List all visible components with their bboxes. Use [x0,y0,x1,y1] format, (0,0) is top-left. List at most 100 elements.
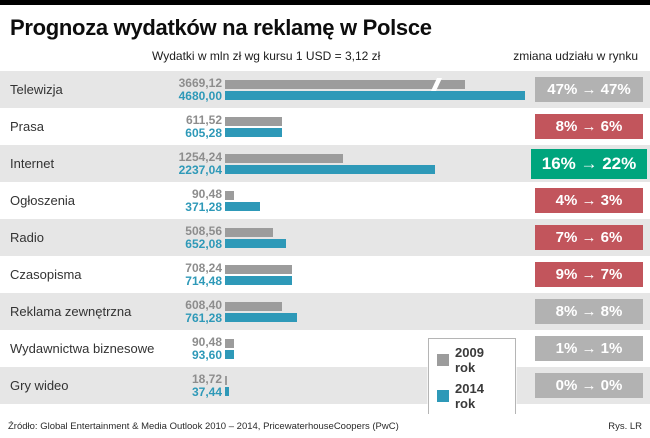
value-2009: 508,56 [185,223,222,238]
value-column: 1254,24 2237,04 [162,149,222,177]
category-label: Ogłoszenia [10,193,76,208]
share-change-badge: 0% → 0% [535,373,643,398]
share-change-badge: 7% → 6% [535,225,643,250]
share-column-header: zmiana udziału w rynku [513,49,638,63]
bar-group [222,115,528,139]
value-2014: 4680,00 [178,88,222,103]
legend-label-2014: 2014 rok [455,381,484,411]
bar-group [222,374,528,398]
value-column: 18,72 37,44 [162,371,222,399]
subtitle-row: Wydatki w mln zł wg kursu 1 USD = 3,12 z… [152,49,638,63]
value-column: 708,24 714,48 [162,260,222,288]
badge-column: 8% → 6% [528,114,650,139]
bar-2014 [225,349,234,359]
share-change-badge: 16% → 22% [531,148,647,179]
chart-row: Czasopisma 708,24 714,48 9% → 7% [0,256,650,293]
value-2014: 605,28 [185,125,222,140]
chart-row: Reklama zewnętrzna 608,40 761,28 8% → 8% [0,293,650,330]
badge-column: 4% → 3% [528,188,650,213]
bar-2009 [225,264,292,274]
footer: Źródło: Global Entertainment & Media Out… [0,414,650,438]
legend-item-2009: 2009 rok [437,345,507,375]
value-2009: 1254,24 [178,149,222,164]
legend-swatch-2009 [437,354,449,366]
category-label: Telewizja [10,82,63,97]
axis-break-mark [430,77,443,91]
page-title: Prognoza wydatków na reklamę w Polsce [10,15,432,40]
bar-2014 [225,201,260,211]
bar-group [222,152,528,176]
share-change-badge: 8% → 6% [535,114,643,139]
chart-row: Ogłoszenia 90,48 371,28 4% → 3% [0,182,650,219]
share-change-badge: 47% → 47% [535,77,643,102]
value-column: 611,52 605,28 [162,112,222,140]
badge-column: 9% → 7% [528,262,650,287]
legend: 2009 rok 2014 rok [428,338,516,418]
badge-column: 1% → 1% [528,336,650,361]
value-2014: 371,28 [185,199,222,214]
chart-row: Telewizja 3669,12 4680,00 47% → 47% [0,71,650,108]
share-change-badge: 1% → 1% [535,336,643,361]
value-2014: 2237,04 [178,162,222,177]
value-2014: 652,08 [185,236,222,251]
currency-note: Wydatki w mln zł wg kursu 1 USD = 3,12 z… [152,49,381,63]
value-column: 608,40 761,28 [162,297,222,325]
value-column: 90,48 93,60 [162,334,222,362]
value-2009: 18,72 [191,371,222,386]
legend-swatch-2014 [437,390,449,402]
bar-2014 [225,275,293,285]
badge-column: 47% → 47% [528,77,650,102]
value-2009: 3669,12 [178,75,222,90]
bar-2014 [225,164,436,174]
credit-note: Rys. LR [608,420,642,432]
value-2009: 90,48 [191,334,222,349]
bar-2014 [225,90,525,100]
value-2009: 611,52 [185,112,222,127]
share-change-badge: 4% → 3% [535,188,643,213]
bar-2009 [225,116,283,126]
bar-group [222,300,528,324]
bar-2009 [225,375,227,385]
bar-group [222,337,528,361]
value-2009: 708,24 [185,260,222,275]
badge-column: 8% → 8% [528,299,650,324]
chart-row: Prasa 611,52 605,28 8% → 6% [0,108,650,145]
badge-column: 0% → 0% [528,373,650,398]
bar-2009 [225,227,273,237]
chart-row: Wydawnictwa biznesowe 90,48 93,60 1% → 1… [0,330,650,367]
value-2009: 90,48 [191,186,222,201]
chart-row: Radio 508,56 652,08 7% → 6% [0,219,650,256]
bar-2009 [225,301,283,311]
category-label: Radio [10,230,44,245]
bar-group [222,226,528,250]
category-label: Czasopisma [10,267,82,282]
bar-group [222,189,528,213]
bar-2014 [225,312,297,322]
category-label: Reklama zewnętrzna [10,304,132,319]
share-change-badge: 9% → 7% [535,262,643,287]
value-2014: 761,28 [185,310,222,325]
value-2009: 608,40 [185,297,222,312]
bar-2009 [225,153,343,163]
bar-group [222,263,528,287]
share-change-badge: 8% → 8% [535,299,643,324]
chart-row: Internet 1254,24 2237,04 16% → 22% [0,145,650,182]
bar-2009 [225,338,234,348]
legend-label-2009: 2009 rok [455,345,484,375]
category-label: Internet [10,156,55,171]
badge-column: 7% → 6% [528,225,650,250]
chart-row: Gry wideo 18,72 37,44 0% → 0% [0,367,650,404]
value-2014: 714,48 [185,273,222,288]
value-column: 90,48 371,28 [162,186,222,214]
category-label: Wydawnictwa biznesowe [10,341,155,356]
bar-2014 [225,238,287,248]
category-label: Prasa [10,119,44,134]
chart-rows: Telewizja 3669,12 4680,00 47% → 47% Pras… [0,71,650,404]
bar-2009 [225,190,234,200]
value-column: 508,56 652,08 [162,223,222,251]
bar-2014 [225,386,229,396]
value-column: 3669,12 4680,00 [162,75,222,103]
source-note: Źródło: Global Entertainment & Media Out… [8,420,399,432]
badge-column: 16% → 22% [528,148,650,179]
